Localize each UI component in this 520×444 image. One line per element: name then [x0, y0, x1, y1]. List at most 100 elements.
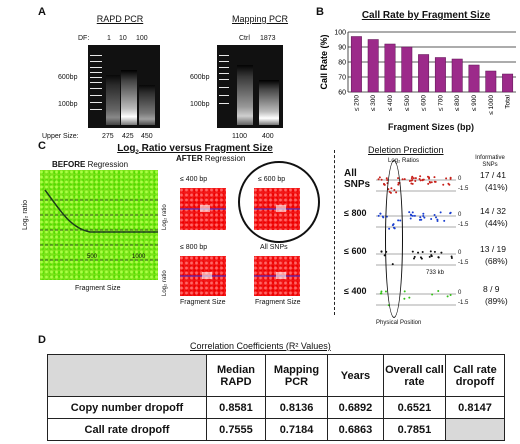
track-point [421, 250, 424, 253]
track-point [447, 182, 450, 185]
after-regression-label: AFTER Regression [176, 154, 245, 163]
panel-c-title-log: Log [117, 143, 136, 154]
deletion-ellipse [385, 160, 403, 318]
deletion-pct-600: (68%) [485, 256, 508, 266]
before-regression-label: BEFORE Regression [52, 160, 128, 169]
bar-chart-title: Call Rate by Fragment Size [361, 10, 491, 21]
deletion-axis-15-800: -1.5 [458, 222, 469, 228]
rapd-lane-1: 1 [107, 35, 111, 42]
track-point [422, 214, 425, 217]
deletion-row-800: ≤ 800 0 -1.5 14 / 32 (44%) [340, 202, 518, 236]
track-point [411, 175, 414, 178]
track-point [449, 212, 452, 215]
track-point [408, 211, 411, 214]
rapd-pcr-title: RAPD PCR [96, 14, 144, 24]
track-point [377, 178, 380, 181]
deletion-axis-0-600: 0 [458, 250, 462, 256]
panel-d-letter: D [38, 334, 46, 346]
rapd-upper-size-2: 425 [122, 133, 134, 140]
bar-chart-xtick-5: ≤ 700 [437, 95, 444, 112]
track-point [449, 177, 452, 180]
track-point [428, 177, 431, 180]
deletion-axis-0-all: 0 [458, 176, 462, 182]
cell-cr-years: 0.6863 [327, 418, 384, 441]
track-point [380, 178, 383, 181]
panel-c-title-rest: Ratio versus Fragment Size [138, 143, 273, 154]
track-point [412, 177, 415, 180]
mapping-marker-600: 600bp [190, 74, 210, 81]
deletion-count-600: 13 / 19 [480, 244, 506, 254]
deletion-axis-0-800: 0 [458, 212, 462, 218]
deletion-log2-header: Log₂ Ratios [388, 158, 420, 164]
cell-cr-median-rapd: 0.7555 [206, 418, 266, 441]
deletion-row-400-label: ≤ 400 [344, 286, 367, 296]
track-point [436, 219, 439, 222]
bar-chart-xtick-2: ≤ 400 [387, 95, 394, 112]
after-rest: Regression [202, 154, 246, 163]
track-point [411, 182, 414, 185]
after-all-xlabel: Fragment Size [255, 299, 301, 306]
track-point [411, 250, 414, 253]
track-point [433, 176, 436, 179]
rapd-upper-size-3: 450 [141, 133, 153, 140]
track-point [403, 178, 406, 181]
track-point [418, 218, 421, 221]
bar-9 [502, 73, 514, 93]
header-call-rate-dropoff: Call rate dropoff [445, 354, 505, 397]
panel-c-title-sub: 2 [135, 150, 139, 156]
bar-2 [384, 43, 396, 93]
track-point [419, 256, 422, 259]
deletion-axis-15-all: -1.5 [458, 186, 469, 192]
after-plot-all-snps [254, 256, 300, 296]
before-tick-500: 500 [87, 254, 98, 260]
cell-cn-years: 0.6892 [327, 396, 384, 419]
panel-c-title: Log2 Ratio versus Fragment Size [80, 143, 310, 156]
track-point [401, 178, 404, 181]
deletion-row-400: ≤ 400 0 -1.5 8 / 9 (89%) [340, 280, 518, 314]
corner-cell [47, 354, 207, 397]
track-point [429, 250, 432, 253]
mapping-upper-size-2: 400 [262, 133, 274, 140]
cell-cn-median-rapd: 0.8581 [206, 396, 266, 419]
deletion-row-all: All SNPs 0 -1.5 17 / 41 (41%) [340, 166, 518, 200]
physical-position-label: Physical Position [376, 320, 422, 326]
deletion-row-600-label: ≤ 600 [344, 246, 367, 256]
deletion-count-all: 17 / 41 [480, 170, 506, 180]
track-point [443, 219, 446, 222]
panel-c-divider [334, 150, 335, 315]
bar-chart-xtick-4: ≤ 600 [421, 95, 428, 112]
track-point [411, 178, 414, 181]
bar-chart-xtick-9: Total [505, 94, 512, 108]
track-point [437, 256, 440, 259]
header-median-rapd: Median RAPD [206, 354, 266, 397]
deletion-pct-400: (89%) [485, 296, 508, 306]
track-point [414, 177, 417, 180]
rapd-lane-100: 100 [136, 35, 148, 42]
track-point [403, 297, 406, 300]
rapd-upper-size-1: 275 [102, 133, 114, 140]
bar-chart-ytick: 90 [338, 45, 346, 52]
deletion-pct-all: (41%) [485, 182, 508, 192]
rapd-gel-image [88, 45, 160, 128]
track-point [433, 213, 436, 216]
track-point [419, 216, 422, 219]
track-point [430, 217, 433, 220]
track-point [413, 257, 416, 260]
bar-7 [468, 64, 480, 93]
deletion-axis-15-600: -1.5 [458, 260, 469, 266]
after-plot-400-label: ≤ 400 bp [180, 176, 208, 183]
after-plot-600-label: ≤ 600 bp [258, 176, 286, 183]
cell-cn-call-rate-dropoff: 0.8147 [445, 396, 505, 419]
after-plot-400 [180, 188, 226, 230]
panel-a-letter: A [38, 6, 46, 18]
track-point [383, 183, 386, 186]
rapd-marker-600: 600bp [58, 74, 78, 81]
mapping-gel-image [217, 45, 283, 128]
cell-cn-overall-call-rate: 0.6521 [382, 396, 447, 419]
upper-size-label-rapd: Upper Size: [42, 133, 79, 140]
after-bold: AFTER [176, 154, 203, 163]
deletion-row-600: ≤ 600 0 -1.5 13 / 19 (68%) 733 kb [340, 240, 518, 276]
header-years: Years [327, 354, 384, 397]
track-point [446, 295, 449, 298]
track-point [440, 251, 443, 254]
